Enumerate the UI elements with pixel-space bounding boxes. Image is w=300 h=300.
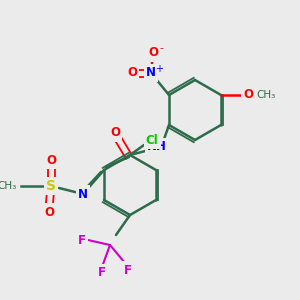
Text: O: O <box>44 206 54 218</box>
Text: O: O <box>243 88 253 101</box>
Text: +: + <box>155 64 163 74</box>
Text: F: F <box>124 263 132 277</box>
Text: CH₃: CH₃ <box>256 90 276 100</box>
Text: F: F <box>78 233 86 247</box>
Text: F: F <box>98 266 106 280</box>
Text: N: N <box>146 67 156 80</box>
Text: NH: NH <box>147 140 167 154</box>
Text: N: N <box>78 188 88 200</box>
Text: O: O <box>110 127 120 140</box>
Text: O: O <box>46 154 56 166</box>
Text: O: O <box>127 67 137 80</box>
Text: O: O <box>148 46 158 59</box>
Text: S: S <box>46 179 56 193</box>
Text: Cl: Cl <box>146 134 158 146</box>
Text: CH₃: CH₃ <box>0 181 16 191</box>
Text: -: - <box>159 43 163 53</box>
